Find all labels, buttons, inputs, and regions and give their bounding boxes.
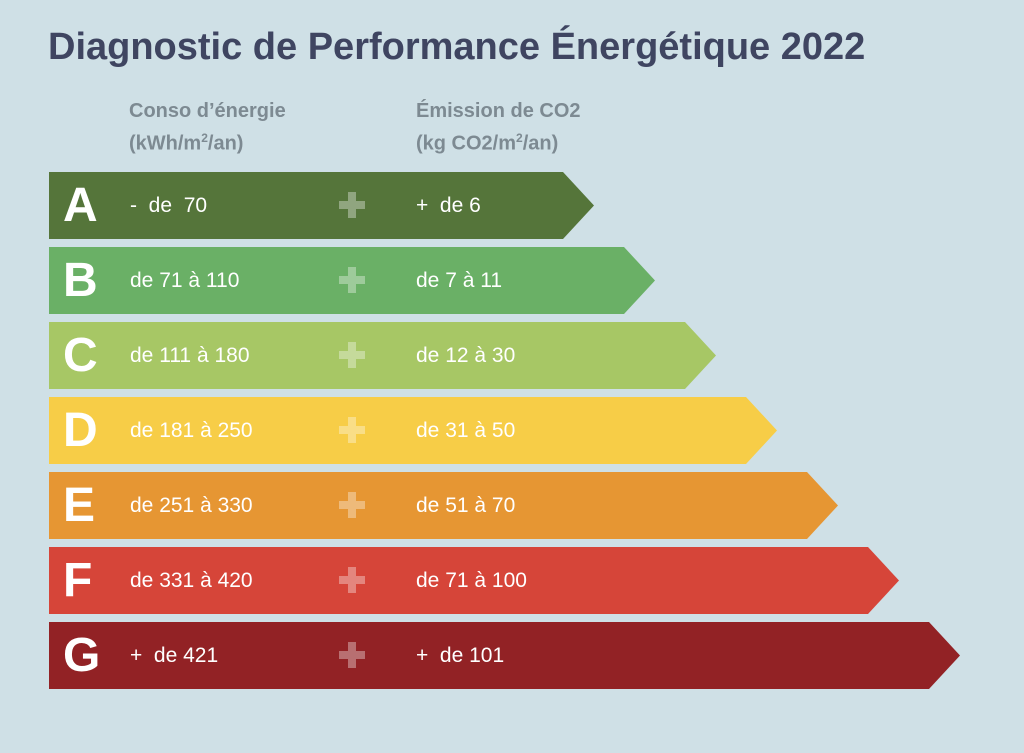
plus-icon (339, 192, 365, 218)
plus-icon (339, 342, 365, 368)
co2-range: + de 6 (416, 194, 481, 217)
plus-icon (339, 492, 365, 518)
class-arrow-bar (49, 547, 899, 614)
class-letter: D (63, 404, 98, 457)
co2-range: de 31 à 50 (416, 419, 516, 442)
plus-icon (339, 642, 365, 668)
energy-range: + de 421 (130, 644, 219, 667)
class-arrow-bar (49, 172, 594, 239)
co2-range: de 7 à 11 (416, 269, 503, 292)
page-title: Diagnostic de Performance Énergétique 20… (48, 26, 866, 68)
plus-icon (339, 417, 365, 443)
co2-range: de 12 à 30 (416, 344, 516, 367)
class-letter: F (63, 554, 93, 607)
energy-range: de 331 à 420 (130, 569, 253, 592)
co2-header: Émission de CO2 (kg CO2/m2/an) (416, 98, 581, 158)
energy-range: de 181 à 250 (130, 419, 253, 442)
class-arrow-bar (49, 472, 838, 539)
energy-class-g: G + de 421 + de 101 (49, 622, 960, 689)
energy-range: de 111 à 180 (130, 344, 250, 367)
class-letter: E (63, 479, 96, 532)
energy-header: Conso d’énergie (kWh/m2/an) (129, 98, 286, 158)
class-letter: C (63, 329, 98, 382)
class-letter: A (63, 179, 98, 232)
co2-header-label: Émission de CO2 (416, 100, 581, 122)
class-arrow-bar (49, 322, 716, 389)
class-arrow-bar (49, 397, 777, 464)
plus-icon (339, 567, 365, 593)
energy-class-a: A - de 70 + de 6 (49, 172, 594, 239)
class-letter: G (63, 629, 101, 682)
class-arrow-bar (49, 247, 655, 314)
co2-range: de 51 à 70 (416, 494, 516, 517)
co2-range: de 71 à 100 (416, 569, 527, 592)
energy-range: - de 70 (130, 194, 208, 217)
class-arrow-bar (49, 622, 960, 689)
plus-icon (339, 267, 365, 293)
energy-header-label: Conso d’énergie (129, 100, 286, 122)
co2-header-unit: (kg CO2/m2/an) (416, 131, 559, 155)
energy-range: de 71 à 110 (130, 269, 240, 292)
energy-header-unit: (kWh/m2/an) (129, 131, 244, 155)
co2-range: + de 101 (416, 644, 505, 667)
energy-range: de 251 à 330 (130, 494, 253, 517)
class-letter: B (63, 254, 98, 307)
